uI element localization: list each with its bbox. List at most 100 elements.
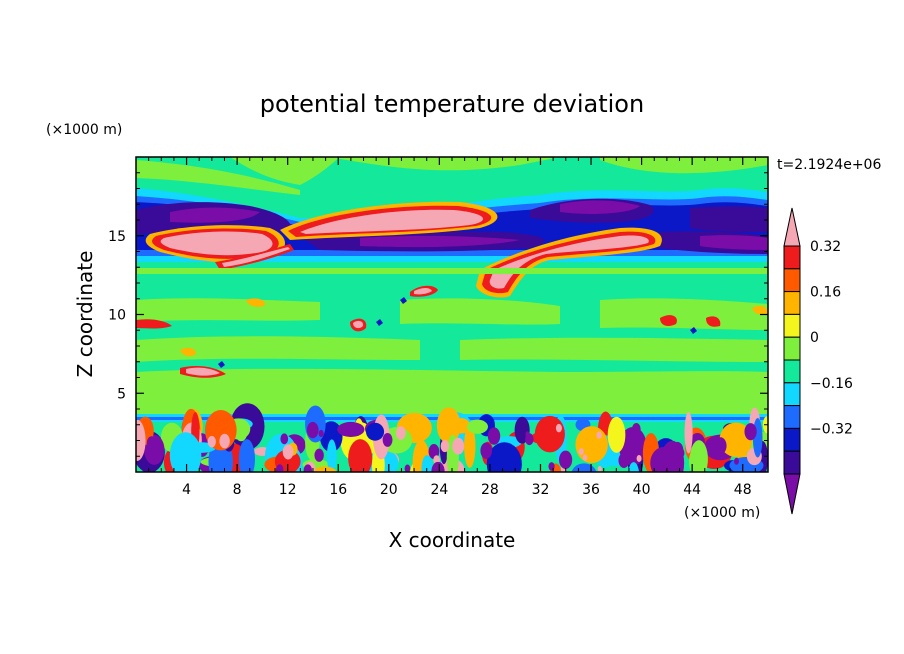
boundary-layer-cell xyxy=(337,421,365,437)
boundary-layer-cell xyxy=(571,463,597,472)
warm-blob xyxy=(706,316,721,327)
colorbar-lower-extension xyxy=(783,473,801,515)
boundary-layer-core xyxy=(559,450,573,469)
boundary-layer-core xyxy=(636,454,642,462)
upper-purple-lobe xyxy=(690,206,768,232)
cold-dot xyxy=(400,297,407,304)
colorbar-tick-label: 0 xyxy=(810,330,819,346)
boundary-layer-core xyxy=(582,454,588,461)
cold-dot xyxy=(690,327,697,334)
cold-dot xyxy=(376,319,383,326)
mid-light-green-patch xyxy=(600,298,768,330)
boundary-layer-cell xyxy=(719,422,753,458)
x-tick-label: 32 xyxy=(532,482,550,498)
mid-light-green-band xyxy=(136,268,768,274)
boundary-layer-cell xyxy=(650,446,678,472)
warm-blob xyxy=(660,315,677,326)
boundary-layer-core xyxy=(487,427,501,445)
colorbar-tick-label: −0.32 xyxy=(810,421,853,437)
boundary-layer-cell xyxy=(169,432,202,472)
boundary-layer-cell xyxy=(467,419,488,434)
boundary-layer-cell xyxy=(238,439,255,472)
boundary-layer-core xyxy=(306,421,319,439)
boundary-layer-cell xyxy=(421,455,433,472)
colorbar-segment xyxy=(783,427,801,452)
upper-dark-purple-core xyxy=(360,235,520,248)
x-axis-label: X coordinate xyxy=(389,528,516,552)
y-tick-label: 10 xyxy=(108,308,126,324)
boundary-layer-core xyxy=(146,436,157,450)
mid-light-green-patch xyxy=(136,368,768,418)
warm-blob xyxy=(136,319,172,329)
boundary-layer-core xyxy=(275,464,284,472)
cold-dot xyxy=(218,361,225,368)
colorbar-tick-label: 0.16 xyxy=(810,285,841,301)
upper-dark-purple-core xyxy=(700,235,768,250)
boundary-layer-core xyxy=(525,431,530,438)
boundary-layer-cell xyxy=(436,407,461,444)
boundary-layer-core xyxy=(431,461,445,472)
time-label: t=2.1924e+06 xyxy=(777,157,881,173)
boundary-layer-core xyxy=(207,435,216,448)
boundary-layer-core xyxy=(382,432,393,447)
colorbar-segment xyxy=(783,268,801,293)
boundary-layer-core xyxy=(578,448,584,456)
boundary-layer-cell xyxy=(464,423,476,468)
boundary-layer-core xyxy=(631,422,641,436)
boundary-layer-cells xyxy=(136,403,768,472)
x-unit-label: (×1000 m) xyxy=(684,505,760,521)
mid-light-green-patch xyxy=(400,298,560,325)
mid-light-green-patch xyxy=(136,336,420,362)
warm-blob xyxy=(180,347,196,357)
colorbar-upper-extension xyxy=(783,207,801,247)
colorbar-tick-label: −0.16 xyxy=(810,376,853,392)
boundary-layer-cell xyxy=(348,439,373,472)
colorbar: 0.32 0.16 0 −0.16 −0.32 xyxy=(783,207,853,515)
boundary-layer-core xyxy=(395,426,406,440)
upper-dark-purple-core xyxy=(560,200,640,214)
colorbar-segment xyxy=(783,405,801,429)
y-unit-label: (×1000 m) xyxy=(46,122,122,138)
chart-title: potential temperature deviation xyxy=(260,90,644,118)
warm-blob xyxy=(186,367,220,376)
upper-light-green-patch xyxy=(230,157,340,185)
colorbar-segment xyxy=(783,336,801,361)
boundary-layer-core xyxy=(548,462,555,471)
warm-blob xyxy=(752,306,768,315)
boundary-layer-core xyxy=(303,464,313,472)
y-tick-label: 5 xyxy=(117,386,126,402)
boundary-layer-cell xyxy=(319,421,343,453)
x-tick-label: 24 xyxy=(430,482,448,498)
boundary-layer-core xyxy=(282,444,294,460)
boundary-layer-cell xyxy=(575,426,608,464)
warm-lens-left-pink xyxy=(160,231,273,256)
colorbar-segment xyxy=(783,313,801,338)
x-tick-label: 44 xyxy=(683,482,701,498)
boundary-layer-core xyxy=(314,448,324,462)
colorbar-segment xyxy=(783,450,801,475)
boundary-layer-core xyxy=(480,442,493,459)
x-tick-label: 20 xyxy=(380,482,398,498)
boundary-layer-core xyxy=(597,465,602,472)
upper-dark-purple-core xyxy=(170,207,260,223)
upper-light-green-patch xyxy=(136,160,300,195)
mid-light-green-patch xyxy=(136,298,320,322)
warm-tail-left-pink xyxy=(222,247,290,267)
x-tick-label: 12 xyxy=(279,482,297,498)
boundary-layer-cell xyxy=(607,416,626,453)
boundary-layer-cell xyxy=(365,422,385,441)
boundary-layer-cell xyxy=(312,466,337,472)
x-tick-label: 16 xyxy=(329,482,347,498)
boundary-layer-core xyxy=(404,464,411,472)
warm-blob xyxy=(353,320,364,329)
warm-blob xyxy=(414,288,432,295)
boundary-layer-core xyxy=(618,452,630,469)
boundary-layer-core xyxy=(671,441,684,459)
colorbar-segment xyxy=(783,359,801,384)
boundary-layer-cell xyxy=(326,439,337,472)
boundary-layer-core xyxy=(440,439,450,453)
colorbar-segment xyxy=(783,382,801,407)
x-tick-label: 48 xyxy=(734,482,752,498)
warm-lens-center-pink xyxy=(300,209,484,234)
boundary-layer-core xyxy=(749,432,755,440)
